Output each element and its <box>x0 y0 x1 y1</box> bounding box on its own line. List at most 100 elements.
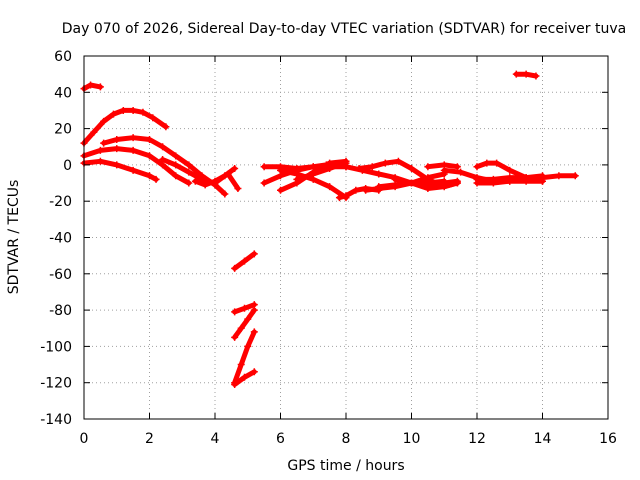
data-point <box>250 250 258 258</box>
data-point <box>185 168 193 176</box>
y-tick-label: 0 <box>63 158 72 174</box>
data-point <box>453 163 461 171</box>
data-point <box>408 165 415 173</box>
data-point <box>201 181 209 189</box>
data-point <box>473 179 481 187</box>
data-point <box>335 161 343 169</box>
y-tick-label: -140 <box>40 412 72 428</box>
data-point <box>109 110 117 118</box>
data-point <box>440 177 448 185</box>
data-point <box>96 157 104 165</box>
grid-lines <box>84 56 608 419</box>
y-tick-label: -80 <box>49 303 72 319</box>
data-point <box>231 308 239 316</box>
data-point <box>506 166 514 174</box>
chart-title: Day 070 of 2026, Sidereal Day-to-day VTE… <box>62 21 626 37</box>
data-point <box>96 83 104 91</box>
y-axis-label: SDTVAR / TECUs <box>6 180 22 295</box>
data-point <box>555 172 563 180</box>
data-point <box>129 166 137 174</box>
x-tick-label: 14 <box>534 431 552 447</box>
data-point <box>391 181 399 189</box>
data-point <box>146 172 153 180</box>
data-point <box>483 159 491 167</box>
data-point <box>149 114 157 122</box>
data-series <box>80 70 579 389</box>
data-point <box>87 81 95 89</box>
y-tick-label: 40 <box>54 85 72 101</box>
data-point <box>522 70 530 78</box>
y-tick-label: 20 <box>54 122 72 138</box>
data-point <box>457 168 465 176</box>
data-point <box>277 186 284 194</box>
data-point <box>326 183 334 191</box>
axis-ticks: 0 2 4 6 8 10 12 14 16 -140 -120 -100 -80 -60 -40 -20 0 20… <box>40 49 617 447</box>
data-point <box>231 333 239 341</box>
series-arc-9 <box>231 301 258 316</box>
data-point <box>129 134 137 142</box>
data-point <box>440 166 448 174</box>
data-point <box>240 373 248 381</box>
data-point <box>172 161 180 169</box>
data-point <box>129 146 137 154</box>
x-tick-label: 12 <box>468 431 486 447</box>
data-point <box>240 304 248 312</box>
data-point <box>139 108 147 116</box>
series-arc-12 <box>231 368 258 389</box>
series-arc-10 <box>231 306 258 341</box>
data-point <box>146 152 153 160</box>
data-point <box>250 306 258 314</box>
data-point <box>293 170 301 178</box>
data-point <box>231 264 239 272</box>
series-line <box>232 329 257 386</box>
data-point <box>159 143 167 151</box>
data-point <box>260 179 268 187</box>
data-point <box>342 163 350 171</box>
data-point <box>172 172 180 180</box>
data-point <box>146 135 153 143</box>
data-point <box>237 324 245 332</box>
data-point <box>368 163 376 171</box>
x-tick-label: 0 <box>80 431 89 447</box>
series-arc-28 <box>473 177 546 187</box>
data-point <box>362 186 370 194</box>
data-point <box>571 172 579 180</box>
data-point <box>473 163 481 171</box>
x-tick-label: 16 <box>599 431 617 447</box>
data-point <box>453 177 461 185</box>
data-point <box>394 157 402 165</box>
data-point <box>326 165 334 173</box>
data-point <box>493 159 501 167</box>
x-tick-label: 8 <box>342 431 351 447</box>
x-tick-label: 2 <box>145 431 154 447</box>
data-point <box>237 361 245 369</box>
data-point <box>489 179 497 187</box>
data-point <box>277 166 284 174</box>
data-point <box>185 161 193 169</box>
data-point <box>381 159 389 167</box>
data-point <box>522 177 530 185</box>
data-point <box>250 368 258 376</box>
data-point <box>309 175 317 183</box>
data-point <box>185 179 193 187</box>
data-point <box>100 117 108 125</box>
data-point <box>211 177 219 185</box>
series-arc-5 <box>80 157 160 183</box>
data-point <box>424 163 432 171</box>
data-point <box>335 194 343 202</box>
series-arc-8 <box>231 250 258 272</box>
data-point <box>113 135 121 143</box>
data-point <box>113 145 121 153</box>
series-arc-29 <box>512 70 540 80</box>
x-tick-label: 4 <box>211 431 220 447</box>
data-point <box>119 106 127 114</box>
data-point <box>162 123 170 131</box>
data-point <box>342 192 350 200</box>
data-point <box>100 139 108 147</box>
data-point <box>96 146 104 154</box>
data-point <box>512 70 520 78</box>
data-point <box>240 257 248 265</box>
data-point <box>244 315 252 323</box>
data-point <box>159 155 167 163</box>
